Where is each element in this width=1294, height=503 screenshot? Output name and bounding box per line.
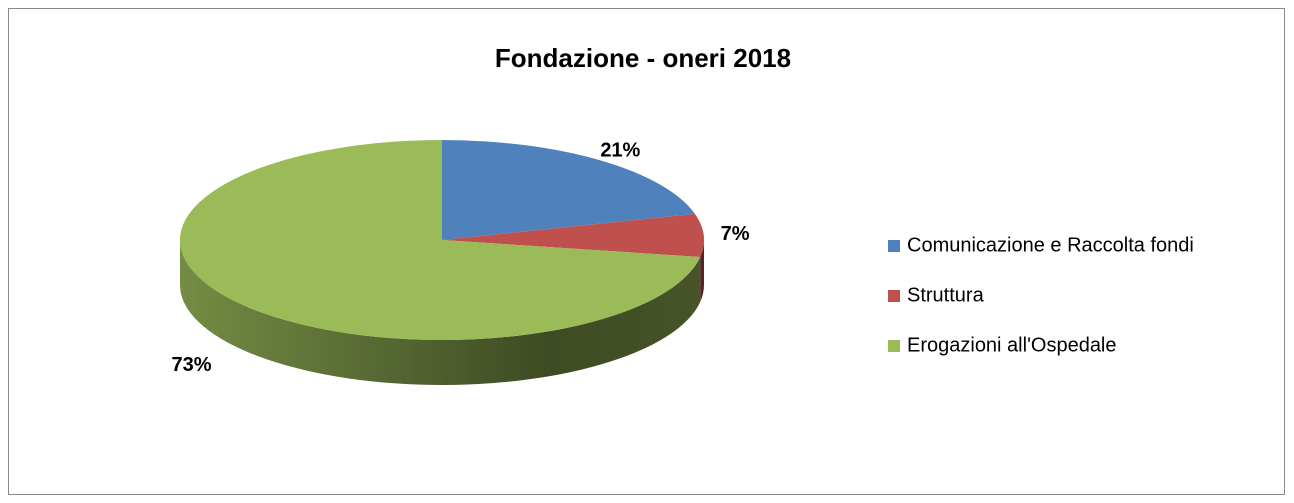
- legend-label: Erogazioni all'Ospedale: [907, 334, 1117, 356]
- pie-top: [442, 140, 695, 240]
- pie-side: [180, 240, 701, 386]
- legend-swatch: [888, 290, 900, 302]
- pie-slice: [442, 140, 695, 240]
- legend-swatch: [888, 240, 900, 252]
- pie-top: [442, 213, 704, 258]
- data-label: 21%: [600, 139, 640, 161]
- chart-title: Fondazione - oneri 2018: [495, 43, 791, 73]
- pie-top: [180, 140, 701, 340]
- legend-label: Struttura: [907, 284, 985, 306]
- data-label: 73%: [171, 354, 211, 376]
- legend-swatch: [888, 340, 900, 352]
- pie-slice: [180, 140, 701, 386]
- pie-side: [700, 240, 704, 303]
- data-label: 7%: [721, 223, 750, 245]
- pie-slice: [442, 213, 704, 303]
- legend-label: Comunicazione e Raccolta fondi: [907, 234, 1194, 256]
